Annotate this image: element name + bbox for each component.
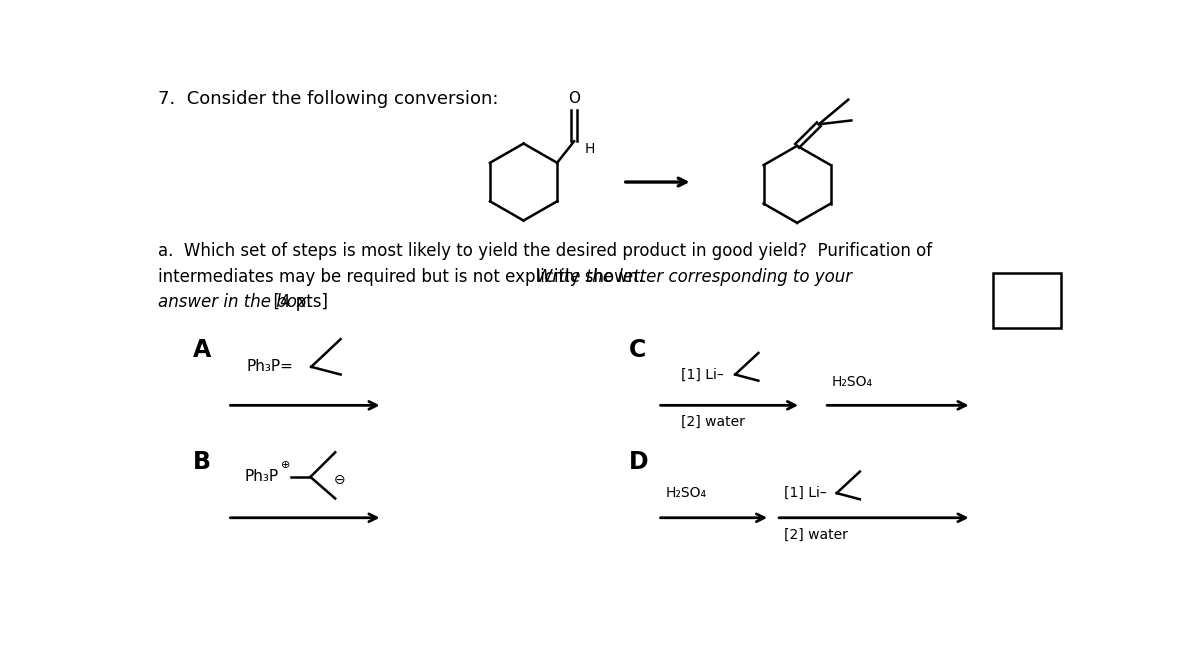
Text: 7.  Consider the following conversion:: 7. Consider the following conversion: xyxy=(157,90,498,108)
Text: answer in the box.: answer in the box. xyxy=(157,293,312,311)
Text: [1] Li–: [1] Li– xyxy=(680,368,724,381)
Text: ⊕: ⊕ xyxy=(281,460,290,470)
Text: Write the letter corresponding to your: Write the letter corresponding to your xyxy=(157,267,852,285)
Text: C: C xyxy=(629,338,647,362)
Text: [2] water: [2] water xyxy=(784,528,848,542)
Text: D: D xyxy=(629,450,648,474)
Text: [1] Li–: [1] Li– xyxy=(784,486,827,500)
Text: O: O xyxy=(568,91,580,106)
Text: H₂SO₄: H₂SO₄ xyxy=(832,375,874,389)
Text: H₂SO₄: H₂SO₄ xyxy=(665,486,707,500)
Text: [2] water: [2] water xyxy=(680,415,745,429)
Text: Ph₃P: Ph₃P xyxy=(245,470,278,484)
Text: Ph₃P=: Ph₃P= xyxy=(247,359,294,375)
Text: [4 pts]: [4 pts] xyxy=(157,293,328,311)
Text: intermediates may be required but is not explicitly shown.: intermediates may be required but is not… xyxy=(157,267,654,285)
Bar xyxy=(994,273,1062,328)
Text: B: B xyxy=(193,450,211,474)
Text: ⊖: ⊖ xyxy=(334,473,346,487)
Text: a.  Which set of steps is most likely to yield the desired product in good yield: a. Which set of steps is most likely to … xyxy=(157,242,932,260)
Text: A: A xyxy=(193,338,211,362)
Text: H: H xyxy=(584,142,595,156)
